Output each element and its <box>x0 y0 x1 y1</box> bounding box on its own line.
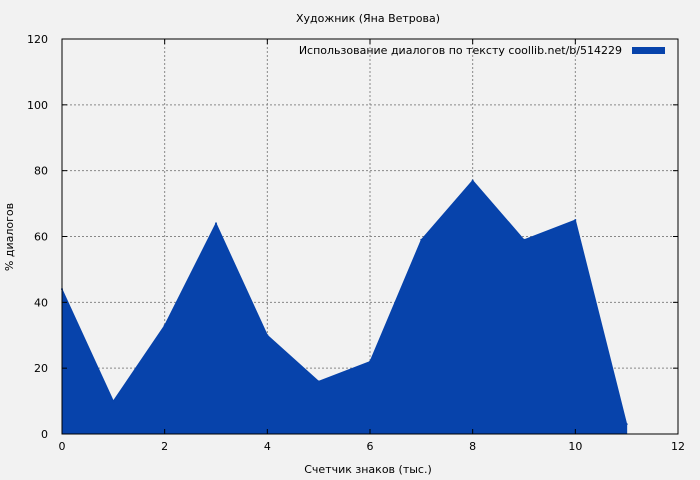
legend-swatch <box>632 47 665 54</box>
data-point <box>215 222 217 225</box>
x-tick-label: 0 <box>59 440 66 453</box>
x-tick-label: 2 <box>161 440 168 453</box>
data-point <box>369 360 371 363</box>
data-point <box>163 324 166 327</box>
y-tick-label: 0 <box>41 428 48 441</box>
y-tick-label: 60 <box>34 231 48 244</box>
data-point <box>420 238 423 241</box>
x-tick-label: 4 <box>264 440 271 453</box>
chart-title: Художник (Яна Ветрова) <box>296 12 440 25</box>
x-tick-label: 12 <box>671 440 685 453</box>
y-tick-label: 80 <box>34 165 48 178</box>
y-tick-label: 120 <box>27 33 48 46</box>
data-point <box>625 423 628 426</box>
x-tick-label: 6 <box>367 440 374 453</box>
x-axis-label: Счетчик знаков (тыс.) <box>304 463 432 476</box>
y-tick-label: 40 <box>34 296 48 309</box>
y-tick-label: 20 <box>34 362 48 375</box>
data-point <box>112 400 115 403</box>
y-tick-label: 100 <box>27 99 48 112</box>
data-point <box>471 179 474 182</box>
data-point <box>574 219 577 222</box>
legend: Использование диалогов по тексту coollib… <box>299 44 665 57</box>
y-axis-label: % диалогов <box>3 203 16 271</box>
x-tick-label: 8 <box>469 440 476 453</box>
x-tick-label: 10 <box>568 440 582 453</box>
data-point <box>317 380 320 383</box>
legend-label: Использование диалогов по тексту coollib… <box>299 44 622 57</box>
data-point <box>523 238 525 241</box>
data-point <box>266 334 269 337</box>
